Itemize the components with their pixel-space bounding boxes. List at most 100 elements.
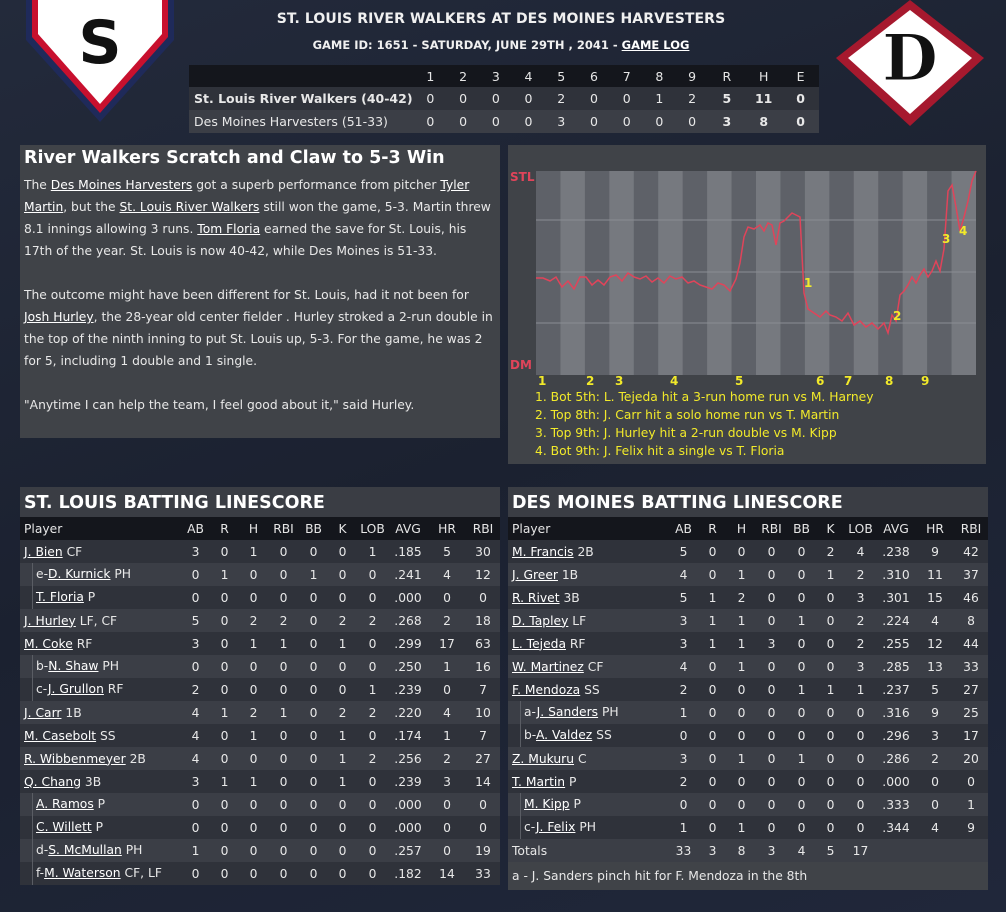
stat-cell: 30: [466, 540, 500, 563]
player-link[interactable]: S. McMullan: [48, 843, 122, 857]
batting-header: BB: [787, 517, 816, 540]
player-link[interactable]: M. Coke: [24, 636, 73, 651]
batting-row: J. Bien CF 3 0 1 0 0 0 1.185 5 30: [20, 540, 500, 563]
stat-cell: 0: [816, 632, 845, 655]
stat-cell: 1: [239, 632, 268, 655]
stat-cell: 0: [669, 793, 698, 816]
stat-cell: 1: [357, 678, 388, 701]
player-link[interactable]: M. Waterson: [44, 866, 121, 880]
stat-cell: 0: [299, 747, 328, 770]
player-cell: R. Wibbenmeyer 2B: [20, 747, 181, 770]
stat-cell: 0: [268, 747, 299, 770]
player-link[interactable]: T. Floria: [36, 590, 84, 604]
stat-cell: 0: [756, 747, 787, 770]
stat-cell: 0: [239, 816, 268, 839]
stat-cell: 4: [181, 701, 210, 724]
stat-cell: 1: [727, 609, 756, 632]
linescore-inning-runs: 0: [577, 110, 611, 133]
stat-cell: 0: [181, 586, 210, 609]
player-link[interactable]: C. Willett: [36, 820, 92, 834]
player-link[interactable]: R. Rivet: [512, 590, 560, 605]
stat-cell: 3: [669, 609, 698, 632]
player-cell: M. Kipp P: [508, 793, 669, 816]
player-link[interactable]: Z. Mukuru: [512, 751, 575, 766]
player-link[interactable]: J. Felix: [535, 820, 576, 834]
player-cell: C. Willett P: [20, 816, 181, 839]
player-link[interactable]: L. Tejeda: [512, 636, 566, 651]
stat-cell: .255: [876, 632, 916, 655]
stat-cell: 0: [727, 793, 756, 816]
batting-header: RBI: [954, 517, 988, 540]
stat-cell: 0: [727, 701, 756, 724]
batting-row: D. Tapley LF 3 1 1 0 1 0 2.224 4 8: [508, 609, 988, 632]
player-link[interactable]: N. Shaw: [48, 659, 99, 673]
inning-label: 6: [816, 374, 824, 385]
story-link[interactable]: Josh Hurley: [24, 310, 94, 324]
story-link[interactable]: Tom Floria: [197, 222, 261, 236]
stat-cell: 0: [299, 701, 328, 724]
win-probability-line: [536, 170, 977, 336]
story-text: , but the: [63, 200, 120, 214]
player-link[interactable]: R. Wibbenmeyer: [24, 751, 126, 766]
player-link[interactable]: D. Kurnick: [48, 567, 111, 581]
player-link[interactable]: J. Hurley: [24, 613, 76, 628]
stat-cell: 1: [698, 632, 727, 655]
player-link[interactable]: J. Bien: [24, 544, 63, 559]
player-position: RF: [103, 682, 124, 696]
stat-cell: 0: [357, 770, 388, 793]
stat-cell: 0: [845, 724, 876, 747]
player-link[interactable]: J. Sanders: [536, 705, 599, 719]
stat-cell: .241: [388, 563, 428, 586]
chart-gridlines: [536, 219, 976, 324]
game-log-link[interactable]: GAME LOG: [621, 38, 690, 52]
des-moines-logo-letter: D: [882, 21, 938, 96]
player-link[interactable]: M. Kipp: [524, 797, 570, 811]
stat-cell: 0: [357, 632, 388, 655]
stat-cell: 0: [299, 816, 328, 839]
batting-row: R. Wibbenmeyer 2B 4 0 0 0 0 1 2.256 2 27: [20, 747, 500, 770]
stat-cell: 0: [756, 540, 787, 563]
stat-cell: 2: [239, 609, 268, 632]
player-link[interactable]: J. Greer: [512, 567, 558, 582]
story-text: earned the save for St. Louis, his 17th …: [24, 222, 467, 258]
player-link[interactable]: D. Tapley: [512, 613, 569, 628]
player-cell: J. Hurley LF, CF: [20, 609, 181, 632]
player-link[interactable]: A. Ramos: [36, 797, 94, 811]
stat-cell: .182: [388, 862, 428, 885]
story-link[interactable]: St. Louis River Walkers: [119, 200, 260, 214]
player-cell: b-A. Valdez SS: [508, 724, 669, 747]
stat-cell: 0: [299, 770, 328, 793]
player-link[interactable]: T. Martin: [512, 774, 566, 789]
player-link[interactable]: Q. Chang: [24, 774, 82, 789]
player-link[interactable]: J. Carr: [24, 705, 62, 720]
player-position: LF, CF: [75, 613, 118, 628]
batting-row: C. Willett P 0 0 0 0 0 0 0.000 0 0: [20, 816, 500, 839]
player-link[interactable]: W. Martinez: [512, 659, 584, 674]
player-cell: c-J. Grullon RF: [20, 678, 181, 701]
stat-cell: 0: [787, 540, 816, 563]
player-link[interactable]: M. Francis: [512, 544, 574, 559]
stat-cell: .224: [876, 609, 916, 632]
player-link[interactable]: F. Mendoza: [512, 682, 581, 697]
stat-cell: 0: [669, 724, 698, 747]
stat-cell: .268: [388, 609, 428, 632]
player-link[interactable]: J. Grullon: [47, 682, 104, 696]
player-link[interactable]: A. Valdez: [535, 728, 593, 742]
story-link[interactable]: Tyler Martin: [24, 178, 470, 214]
stat-cell: .220: [388, 701, 428, 724]
stat-cell: 0: [816, 770, 845, 793]
stat-cell: 1: [428, 724, 466, 747]
story-headline: River Walkers Scratch and Claw to 5-3 Wi…: [24, 148, 445, 168]
story-link[interactable]: Des Moines Harvesters: [50, 178, 193, 192]
batting-row: c-J. Grullon RF 2 0 0 0 0 0 1.239 0 7: [20, 678, 500, 701]
story-paragraph-2: The outcome might have been different fo…: [24, 284, 496, 372]
stat-cell: 0: [268, 839, 299, 862]
stat-cell: 0: [210, 655, 239, 678]
stat-cell: 0: [357, 724, 388, 747]
batting-header: RBI: [756, 517, 787, 540]
player-link[interactable]: M. Casebolt: [24, 728, 97, 743]
linescore-header-5: 5: [544, 65, 578, 87]
player-cell: M. Coke RF: [20, 632, 181, 655]
stat-cell: 0: [916, 770, 954, 793]
linescore-inning-runs: 0: [643, 110, 676, 133]
